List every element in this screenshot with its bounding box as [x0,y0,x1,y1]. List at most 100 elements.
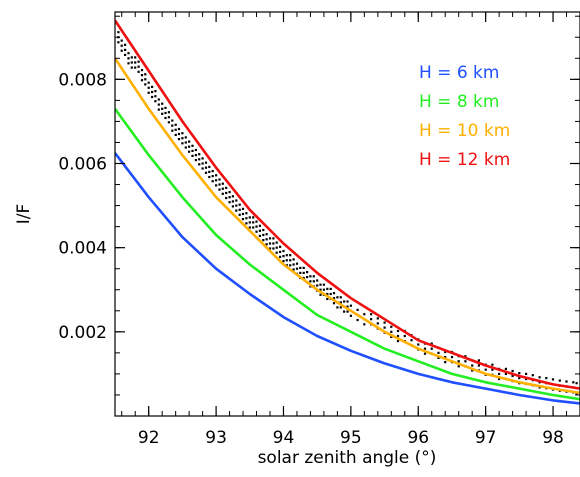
observation-point [268,247,272,250]
observation-point [174,123,177,126]
y-axis-ticks: 0.002 0.004 0.006 0.008 [58,15,580,396]
observation-point [319,293,322,296]
observation-point [198,158,201,161]
observation-point [343,310,346,313]
observation-point [245,222,248,225]
observation-point [201,167,204,170]
observation-point [252,221,255,224]
observation-point [289,259,292,262]
observation-point [346,310,349,313]
y-axis-title: I/F [14,204,34,225]
observation-point [144,73,147,76]
observation-point [363,313,366,316]
observation-point [167,121,170,124]
observation-point [329,292,332,296]
observation-point [171,124,174,127]
y-tick-label: 0.008 [58,70,107,90]
x-tick-label: 92 [138,428,160,448]
observation-point [410,339,413,342]
observation-point [295,262,299,265]
observation-point [164,106,167,109]
observation-point [248,221,251,224]
observation-point [302,276,305,280]
observation-point [124,43,127,46]
observation-point [181,132,184,135]
observation-point [137,70,140,73]
observation-point [336,306,339,309]
observation-point [235,204,238,207]
observation-point [538,376,541,379]
observation-point [218,188,221,191]
observation-point [349,304,352,307]
observation-point [309,275,312,278]
observation-point [151,90,154,94]
observation-point [312,275,315,278]
observation-point [204,171,208,174]
observation-point [471,369,474,372]
y-tick-label: 0.002 [58,323,107,343]
y-tick-label: 0.004 [58,239,107,259]
plot-content [115,19,580,405]
observation-point [302,266,305,269]
observation-point [346,305,349,308]
observation-point [275,251,278,254]
legend-entry-2: H = 10 km [419,121,510,141]
observation-point [194,154,197,157]
observation-point [221,192,224,195]
observation-point [140,69,144,72]
observation-point [241,212,245,216]
observation-point [198,163,201,166]
observation-point [241,218,245,221]
observation-point [272,247,275,250]
x-tick-label: 97 [475,428,497,448]
observation-point [208,165,211,168]
observation-point [322,283,325,286]
observation-point [471,364,474,367]
observation-point [228,196,231,199]
observation-point [258,224,261,227]
observation-point [306,271,309,274]
observation-point [363,323,366,326]
x-axis-title: solar zenith angle (°) [258,448,437,468]
observation-point [161,112,164,115]
observation-point [167,111,170,114]
observation-point [147,81,150,84]
series-line-0 [115,152,580,405]
observation-point [326,287,329,290]
observation-point [191,144,194,147]
observation-point [245,212,248,215]
observation-point [316,284,319,287]
observation-point [255,230,258,233]
observation-point [302,271,305,274]
x-axis-ticks: 92 93 94 95 96 97 98 [121,12,580,448]
observation-point [140,79,144,82]
observation-point [204,161,208,164]
observation-point [262,239,265,242]
observation-point [151,95,154,99]
observation-point [531,374,534,377]
observation-point [258,234,261,237]
observation-point [339,306,342,309]
observation-point [444,361,447,364]
observation-point [252,216,255,219]
observation-point [376,317,379,320]
observation-point [262,228,265,232]
observation-point [231,200,234,203]
observation-point [390,335,393,338]
observation-point [289,264,292,267]
observation-point [332,292,336,295]
observation-point [228,201,231,204]
observation-point [370,318,373,321]
observation-point [130,56,133,59]
observation-point [258,229,261,232]
observation-point [491,363,494,366]
legend-entry-0: H = 6 km [419,63,499,83]
observation-point [339,301,342,304]
observation-point [171,119,174,122]
observation-point [211,175,214,178]
observation-point [134,66,137,69]
observation-point [343,300,346,303]
observation-point [285,264,288,267]
observation-point [292,268,295,271]
observation-point [177,127,181,131]
